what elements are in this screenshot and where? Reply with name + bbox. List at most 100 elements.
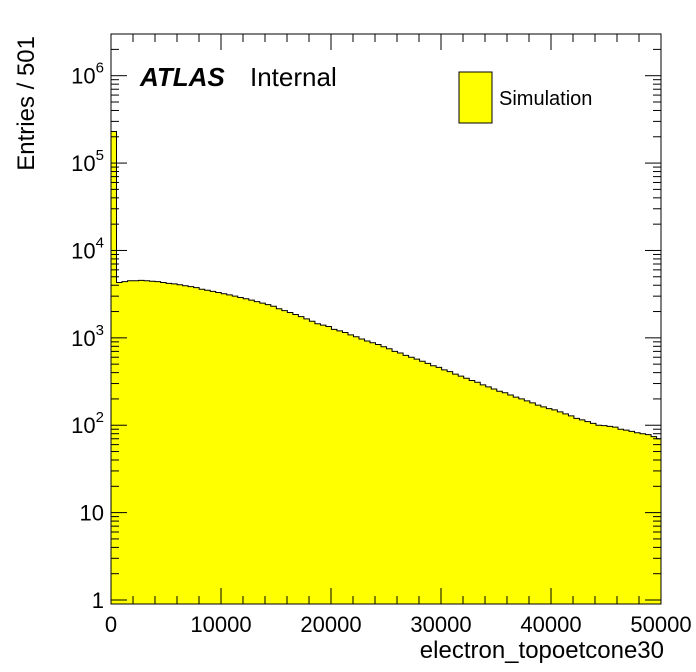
histogram-bin	[612, 427, 619, 604]
atlas-label: ATLAS	[139, 62, 225, 92]
histogram-bin	[221, 293, 228, 604]
legend: Simulation	[458, 71, 592, 124]
histogram-bin	[562, 413, 569, 604]
histogram-bin	[403, 355, 409, 604]
plot-frame	[110, 33, 662, 605]
histogram-bin	[551, 409, 558, 604]
histogram-bin	[331, 329, 338, 604]
histogram-bin	[314, 323, 321, 604]
histogram-bin	[640, 433, 646, 604]
histogram-bin	[292, 314, 299, 604]
histogram-bin	[546, 408, 553, 604]
histogram-bin	[276, 308, 283, 604]
histogram-bin	[347, 334, 354, 604]
y-tick-label: 106	[71, 60, 104, 89]
histogram-bin	[513, 397, 520, 604]
x-tick-label: 40000	[520, 612, 581, 637]
histogram-bin	[287, 312, 294, 604]
x-tick-label: 0	[105, 612, 117, 637]
histogram-bin	[243, 298, 250, 604]
histogram-bin	[447, 371, 454, 604]
histogram-bin	[254, 301, 261, 604]
legend-label: Simulation	[499, 88, 592, 110]
histogram-bin	[353, 336, 360, 604]
histogram-bin	[386, 348, 393, 604]
histogram-bin	[414, 359, 421, 604]
histogram-bin	[480, 384, 487, 604]
histogram-bin	[452, 374, 459, 604]
histogram-bin	[579, 419, 586, 604]
histogram-bin	[496, 391, 503, 604]
histogram-bin	[155, 281, 161, 604]
histogram-bin	[303, 318, 310, 604]
histogram-bin	[193, 287, 200, 604]
histogram-bin	[584, 421, 591, 604]
y-tick-label: 104	[71, 234, 104, 263]
histogram-bin	[149, 281, 156, 604]
histogram-bin	[325, 326, 332, 604]
histogram-bin	[237, 297, 244, 604]
histogram-bin	[182, 285, 189, 604]
histogram-bin	[474, 382, 481, 604]
histogram-bin	[540, 406, 547, 604]
histogram-bin	[441, 369, 448, 604]
histogram-bin	[199, 289, 206, 604]
histogram-bin	[171, 283, 178, 604]
histogram-bin	[392, 351, 398, 604]
histogram-bin	[160, 282, 167, 604]
histogram-bin	[518, 398, 525, 604]
histogram-bin	[111, 131, 117, 604]
legend-swatch	[458, 71, 493, 124]
histogram-bin	[215, 292, 222, 604]
histogram-bin	[436, 367, 443, 604]
histogram-bin	[606, 426, 613, 604]
histogram-bin	[265, 304, 272, 604]
histogram-bin	[226, 294, 233, 604]
y-tick-label: 105	[71, 147, 104, 176]
histogram-bin	[529, 402, 536, 604]
histogram-bin	[535, 405, 542, 604]
y-axis-title: Entries / 501	[13, 36, 40, 171]
x-tick-labels: 0 10000 20000 30000 40000 50000	[105, 612, 692, 637]
histogram-bars	[111, 131, 662, 604]
histogram-bin	[463, 378, 470, 604]
histogram-bin	[375, 344, 382, 604]
histogram-bin	[629, 431, 635, 604]
histogram-bin	[188, 286, 195, 604]
histogram-bin	[485, 386, 492, 604]
histogram-bin	[204, 290, 211, 604]
histogram-bin	[651, 436, 657, 604]
x-tick-label: 50000	[630, 612, 691, 637]
histogram-bin	[381, 346, 387, 604]
histogram-bin	[601, 425, 608, 604]
histogram-bin	[590, 423, 597, 604]
histogram-bin	[568, 415, 575, 604]
histogram-bin	[320, 325, 327, 604]
histogram-bin	[259, 303, 266, 604]
axis-ticks	[110, 33, 662, 604]
y-tick-label: 102	[71, 409, 104, 438]
histogram-bin	[358, 339, 365, 604]
y-tick-label: 10	[80, 501, 104, 526]
y-tick-label: 1	[92, 588, 104, 613]
histogram-bin	[557, 411, 564, 604]
histogram-bin	[502, 392, 509, 604]
x-tick-label: 20000	[300, 612, 361, 637]
histogram-bin	[397, 353, 404, 604]
x-tick-label: 10000	[190, 612, 251, 637]
histogram-bin	[507, 394, 514, 604]
histogram-bin	[491, 388, 498, 604]
histogram-bin	[270, 306, 277, 604]
histogram-bin	[248, 300, 255, 604]
histogram-bin	[634, 432, 641, 604]
histogram-bin	[232, 296, 239, 604]
internal-label: Internal	[250, 62, 337, 92]
histogram-bin	[524, 400, 531, 604]
histogram-bin	[364, 341, 371, 604]
histogram-bin	[595, 425, 602, 604]
histogram-bin	[177, 284, 184, 604]
histogram-bin	[623, 430, 630, 604]
histogram-bin	[573, 418, 580, 604]
histogram-bin	[116, 282, 123, 604]
